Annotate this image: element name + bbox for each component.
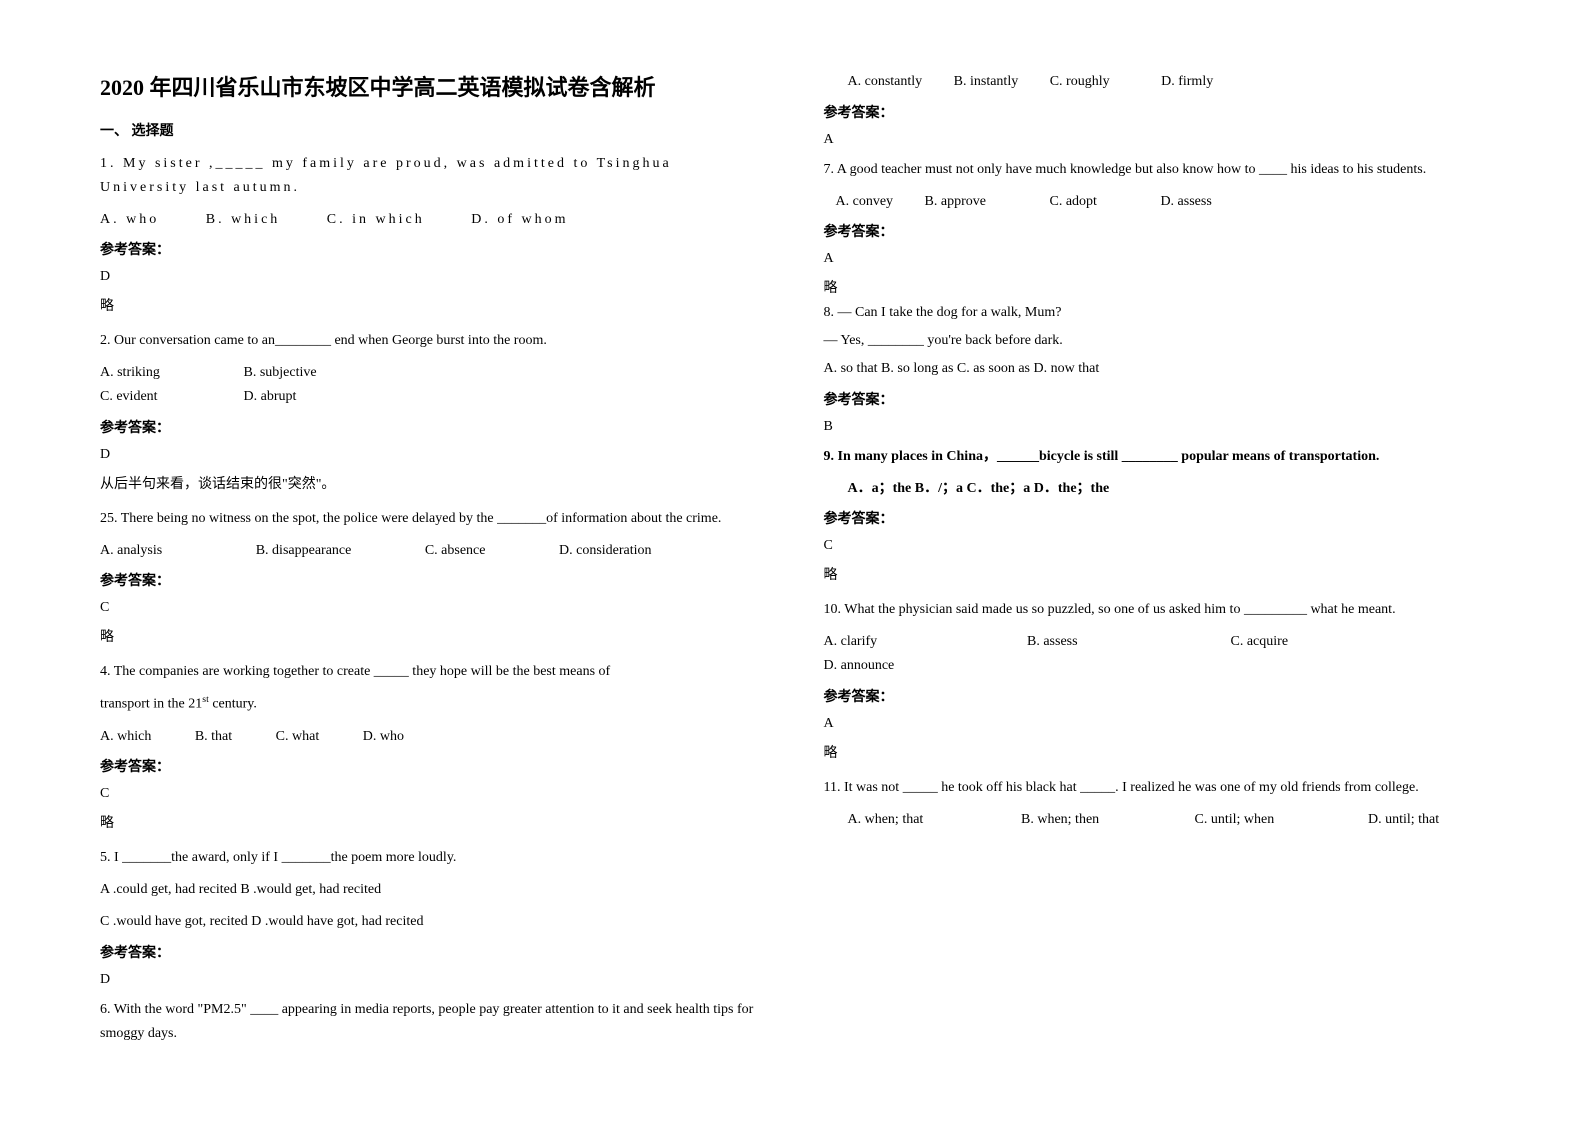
q8-answer-label: 参考答案： — [824, 389, 1488, 409]
q10-optD: D. announce — [824, 654, 984, 678]
q4-answer-label: 参考答案： — [100, 756, 764, 776]
q10-answer: A — [824, 716, 1488, 732]
q3-options: A. analysis B. disappearance C. absence … — [100, 539, 764, 563]
q9-text: 9. In many places in China，______bicycle… — [824, 445, 1488, 469]
q9-answer-label: 参考答案： — [824, 508, 1488, 528]
q6-text: 6. With the word "PM2.5" ____ appearing … — [100, 998, 764, 1046]
q4-optA: A. which — [100, 725, 151, 749]
q1-answer-label: 参考答案： — [100, 239, 764, 259]
q6-optB: B. instantly — [954, 70, 1019, 94]
section-header: 一、 选择题 — [100, 120, 764, 140]
q11-optA: A. when; that — [848, 808, 1018, 832]
q6-answer: A — [824, 132, 1488, 148]
q6-answer-label: 参考答案： — [824, 102, 1488, 122]
q4-omit: 略 — [100, 812, 764, 832]
doc-title: 2020 年四川省乐山市东坡区中学高二英语模拟试卷含解析 — [100, 70, 764, 102]
q10-optB: B. assess — [1027, 630, 1187, 654]
q4-optC: C. what — [276, 725, 320, 749]
q10-options: A. clarify B. assess C. acquire D. annou… — [824, 630, 1488, 678]
q1-optD: D. of whom — [471, 208, 568, 232]
q1-text: 1. My sister ,_____ my family are proud,… — [100, 152, 764, 200]
q10-optA: A. clarify — [824, 630, 984, 654]
q4-options: A. which B. that C. what D. who — [100, 725, 764, 749]
q6-optA: A. constantly — [848, 70, 923, 94]
q1-answer: D — [100, 269, 764, 285]
q1-omit: 略 — [100, 295, 764, 315]
q4-optB: B. that — [195, 725, 232, 749]
q2-options: A. striking B. subjective C. evident D. … — [100, 361, 764, 409]
q2-answer: D — [100, 447, 764, 463]
q6-optD: D. firmly — [1161, 70, 1213, 94]
q5-optCD: C .would have got, recited D .would have… — [100, 910, 764, 934]
q9-omit: 略 — [824, 564, 1488, 584]
q2-optD: D. abrupt — [244, 385, 384, 409]
q7-optB: B. approve — [925, 190, 986, 214]
q7-optA: A. convey — [836, 190, 894, 214]
q11-optB: B. when; then — [1021, 808, 1191, 832]
q3-text: 25. There being no witness on the spot, … — [100, 507, 764, 531]
q10-text: 10. What the physician said made us so p… — [824, 598, 1488, 622]
q2-optB: B. subjective — [244, 361, 384, 385]
q7-optD: D. assess — [1160, 190, 1211, 214]
q5-optAB: A .could get, had recited B .would get, … — [100, 878, 764, 902]
q1-optA: A. who — [100, 208, 159, 232]
q7-omit: 略 — [824, 277, 1488, 297]
q3-answer-label: 参考答案： — [100, 570, 764, 590]
q7-optC: C. adopt — [1049, 190, 1096, 214]
q7-options: A. convey B. approve C. adopt D. assess — [824, 190, 1488, 214]
q3-optD: D. consideration — [559, 539, 652, 563]
q5-answer-label: 参考答案： — [100, 942, 764, 962]
q3-optA: A. analysis — [100, 539, 162, 563]
q4-text-a: 4. The companies are working together to… — [100, 660, 764, 684]
q4-optD: D. who — [363, 725, 404, 749]
q4-answer: C — [100, 786, 764, 802]
q10-answer-label: 参考答案： — [824, 686, 1488, 706]
q11-options: A. when; that B. when; then C. until; wh… — [824, 808, 1488, 832]
q8-answer: B — [824, 419, 1488, 435]
q7-answer-label: 参考答案： — [824, 221, 1488, 241]
q2-text: 2. Our conversation came to an________ e… — [100, 329, 764, 353]
q3-omit: 略 — [100, 626, 764, 646]
q9-opts: A．a；the B．/；a C．the；a D．the；the — [824, 477, 1488, 501]
q3-optC: C. absence — [425, 539, 486, 563]
q6-optC: C. roughly — [1050, 70, 1110, 94]
q11-optD: D. until; that — [1368, 808, 1439, 832]
q2-answer-label: 参考答案： — [100, 417, 764, 437]
q2-optA: A. striking — [100, 361, 240, 385]
exam-page: 2020 年四川省乐山市东坡区中学高二英语模拟试卷含解析 一、 选择题 1. M… — [100, 70, 1487, 1052]
q11-text: 11. It was not _____ he took off his bla… — [824, 776, 1488, 800]
q4-text-b-span: transport in the 21 — [100, 697, 202, 712]
q8-opts: A. so that B. so long as C. as soon as D… — [824, 357, 1488, 381]
q1-options: A. who B. which C. in which D. of whom — [100, 208, 764, 232]
q7-text: 7. A good teacher must not only have muc… — [824, 158, 1488, 182]
q10-omit: 略 — [824, 742, 1488, 762]
q8-text2: — Yes, ________ you're back before dark. — [824, 329, 1488, 353]
q2-optC: C. evident — [100, 385, 240, 409]
q7-answer: A — [824, 251, 1488, 267]
q3-optB: B. disappearance — [256, 539, 352, 563]
q10-optC: C. acquire — [1231, 630, 1391, 654]
q2-explain: 从后半句来看，谈话结束的很"突然"。 — [100, 473, 764, 493]
q1-optC: C. in which — [327, 208, 425, 232]
q5-text: 5. I _______the award, only if I _______… — [100, 846, 764, 870]
q4-text-b: transport in the 21st century. — [100, 692, 764, 716]
q1-optB: B. which — [206, 208, 281, 232]
q9-answer: C — [824, 538, 1488, 554]
q3-answer: C — [100, 600, 764, 616]
q11-optC: C. until; when — [1195, 808, 1365, 832]
q6-options: A. constantly B. instantly C. roughly D.… — [824, 70, 1488, 94]
q4-text-c-span: century. — [209, 697, 257, 712]
q8-text1: 8. — Can I take the dog for a walk, Mum? — [824, 301, 1488, 325]
q5-answer: D — [100, 972, 764, 988]
